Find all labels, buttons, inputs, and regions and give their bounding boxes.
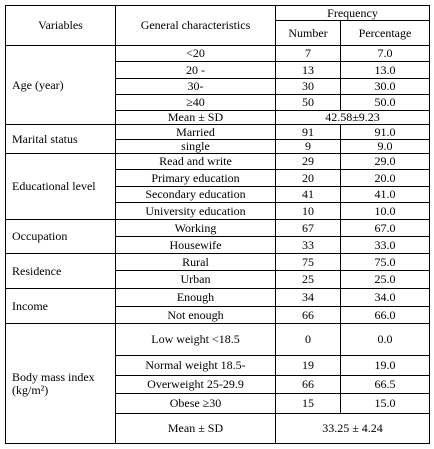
percentage-cell: 19.0 — [340, 355, 430, 376]
characteristic-cell: 20 - — [115, 61, 276, 79]
variable-cell: Age (year) — [5, 45, 116, 125]
header-cell: Percentage — [340, 20, 430, 46]
number-cell: 15 — [275, 393, 341, 414]
variable-cell: Body mass index (kg/m²) — [5, 323, 116, 444]
table-row: Income Enough 34 34.0 — [5, 288, 430, 324]
characteristic-cell: 30- — [115, 78, 276, 95]
percentage-cell: 13.0 — [340, 61, 430, 79]
table-row: Mean ± SD 33.25 ± 4.24 — [6, 413, 430, 444]
characteristic-cell: Low weight <18.5 — [115, 323, 276, 356]
percentage-cell: 41.0 — [340, 186, 430, 203]
variable-cell: Marital status — [5, 124, 116, 154]
table-row: Normal weight 18.5- 19 19.0 — [6, 355, 430, 376]
percentage-cell: 34.0 — [340, 288, 430, 307]
table-row: University education 10 10.0 — [6, 202, 430, 220]
percentage-cell: 66.0 — [340, 306, 430, 324]
characteristic-cell: Secondary education — [115, 186, 276, 203]
characteristic-cell: Normal weight 18.5- — [115, 355, 276, 376]
table-row: Overweight 25-29.9 66 66.5 — [6, 375, 430, 394]
percentage-cell: 75.0 — [340, 253, 430, 271]
number-cell: 50 — [275, 94, 341, 111]
characteristic-cell: Obese ≥30 — [115, 393, 276, 414]
number-cell: 0 — [275, 323, 341, 356]
table-row: Housewife 33 33.0 — [6, 236, 430, 254]
number-cell: 91 — [275, 124, 341, 140]
characteristic-cell: Housewife — [115, 236, 276, 254]
characteristic-cell: Primary education — [115, 169, 276, 187]
table-row: Urban 25 25.0 — [6, 270, 430, 289]
percentage-cell: 91.0 — [340, 124, 430, 140]
characteristic-cell: single — [115, 139, 276, 154]
data-table: Variables General characteristics Freque… — [5, 5, 430, 444]
variable-cell: Residence — [5, 253, 116, 289]
characteristic-cell: Married — [115, 124, 276, 140]
table-row: Residence Rural 75 75.0 — [5, 253, 430, 289]
percentage-cell: 7.0 — [340, 45, 430, 62]
table-row: Occupation Working 67 67.0 — [5, 219, 430, 254]
percentage-cell: 9.0 — [340, 139, 430, 154]
characteristic-cell: Urban — [115, 270, 276, 289]
characteristic-cell: <20 — [115, 45, 276, 62]
number-cell: 9 — [275, 139, 341, 154]
percentage-cell: 10.0 — [340, 202, 430, 220]
variable-cell: Income — [5, 288, 116, 324]
percentage-cell: 29.0 — [340, 153, 430, 170]
number-cell: 7 — [275, 45, 341, 62]
summary-cell: 33.25 ± 4.24 — [275, 413, 430, 444]
number-cell: 13 — [275, 61, 341, 79]
table-row: Obese ≥30 15 15.0 — [6, 393, 430, 414]
header-cell: Variables — [5, 5, 116, 46]
characteristic-cell: Enough — [115, 288, 276, 307]
table-row: Body mass index (kg/m²) Low weight <18.5 0… — [5, 323, 430, 444]
characteristic-cell: Working — [115, 219, 276, 237]
percentage-cell: 67.0 — [340, 219, 430, 237]
characteristic-cell: University education — [115, 202, 276, 220]
percentage-cell: 66.5 — [340, 375, 430, 394]
percentage-cell: 33.0 — [340, 236, 430, 254]
percentage-cell: 15.0 — [340, 393, 430, 414]
number-cell: 29 — [275, 153, 341, 170]
characteristic-cell: Mean ± SD — [115, 413, 276, 444]
table-row: Age (year) <20 7 7.0 — [5, 45, 430, 125]
number-cell: 41 — [275, 186, 341, 203]
number-cell: 66 — [275, 306, 341, 324]
percentage-cell: 30.0 — [340, 78, 430, 95]
characteristic-cell: Rural — [115, 253, 276, 271]
number-cell: 67 — [275, 219, 341, 237]
variable-cell: Educational level — [5, 153, 116, 220]
characteristic-cell: Read and write — [115, 153, 276, 170]
header-cell: Number — [275, 20, 341, 46]
number-cell: 19 — [275, 355, 341, 376]
characteristic-cell: ≥40 — [115, 94, 276, 111]
number-cell: 75 — [275, 253, 341, 271]
number-cell: 33 — [275, 236, 341, 254]
number-cell: 10 — [275, 202, 341, 220]
summary-cell: 42.58±9.23 — [275, 110, 430, 125]
header-cell: Frequency — [275, 5, 430, 21]
characteristic-cell: Mean ± SD — [115, 110, 276, 125]
characteristic-cell: Overweight 25-29.9 — [115, 375, 276, 394]
number-cell: 20 — [275, 169, 341, 187]
variable-cell: Occupation — [5, 219, 116, 254]
percentage-cell: 0.0 — [340, 323, 430, 356]
table-row: Educational level Read and write 29 29.0 — [5, 153, 430, 220]
table-row: Marital status Married 91 91.0 — [5, 124, 430, 154]
number-cell: 66 — [275, 375, 341, 394]
number-cell: 30 — [275, 78, 341, 95]
number-cell: 25 — [275, 270, 341, 289]
table-row: 30- 30 30.0 — [6, 78, 430, 95]
characteristic-cell: Not enough — [115, 306, 276, 324]
number-cell: 34 — [275, 288, 341, 307]
table-row: Not enough 66 66.0 — [6, 306, 430, 324]
header-cell: General characteristics — [115, 5, 276, 46]
percentage-cell: 25.0 — [340, 270, 430, 289]
percentage-cell: 50.0 — [340, 94, 430, 111]
percentage-cell: 20.0 — [340, 169, 430, 187]
